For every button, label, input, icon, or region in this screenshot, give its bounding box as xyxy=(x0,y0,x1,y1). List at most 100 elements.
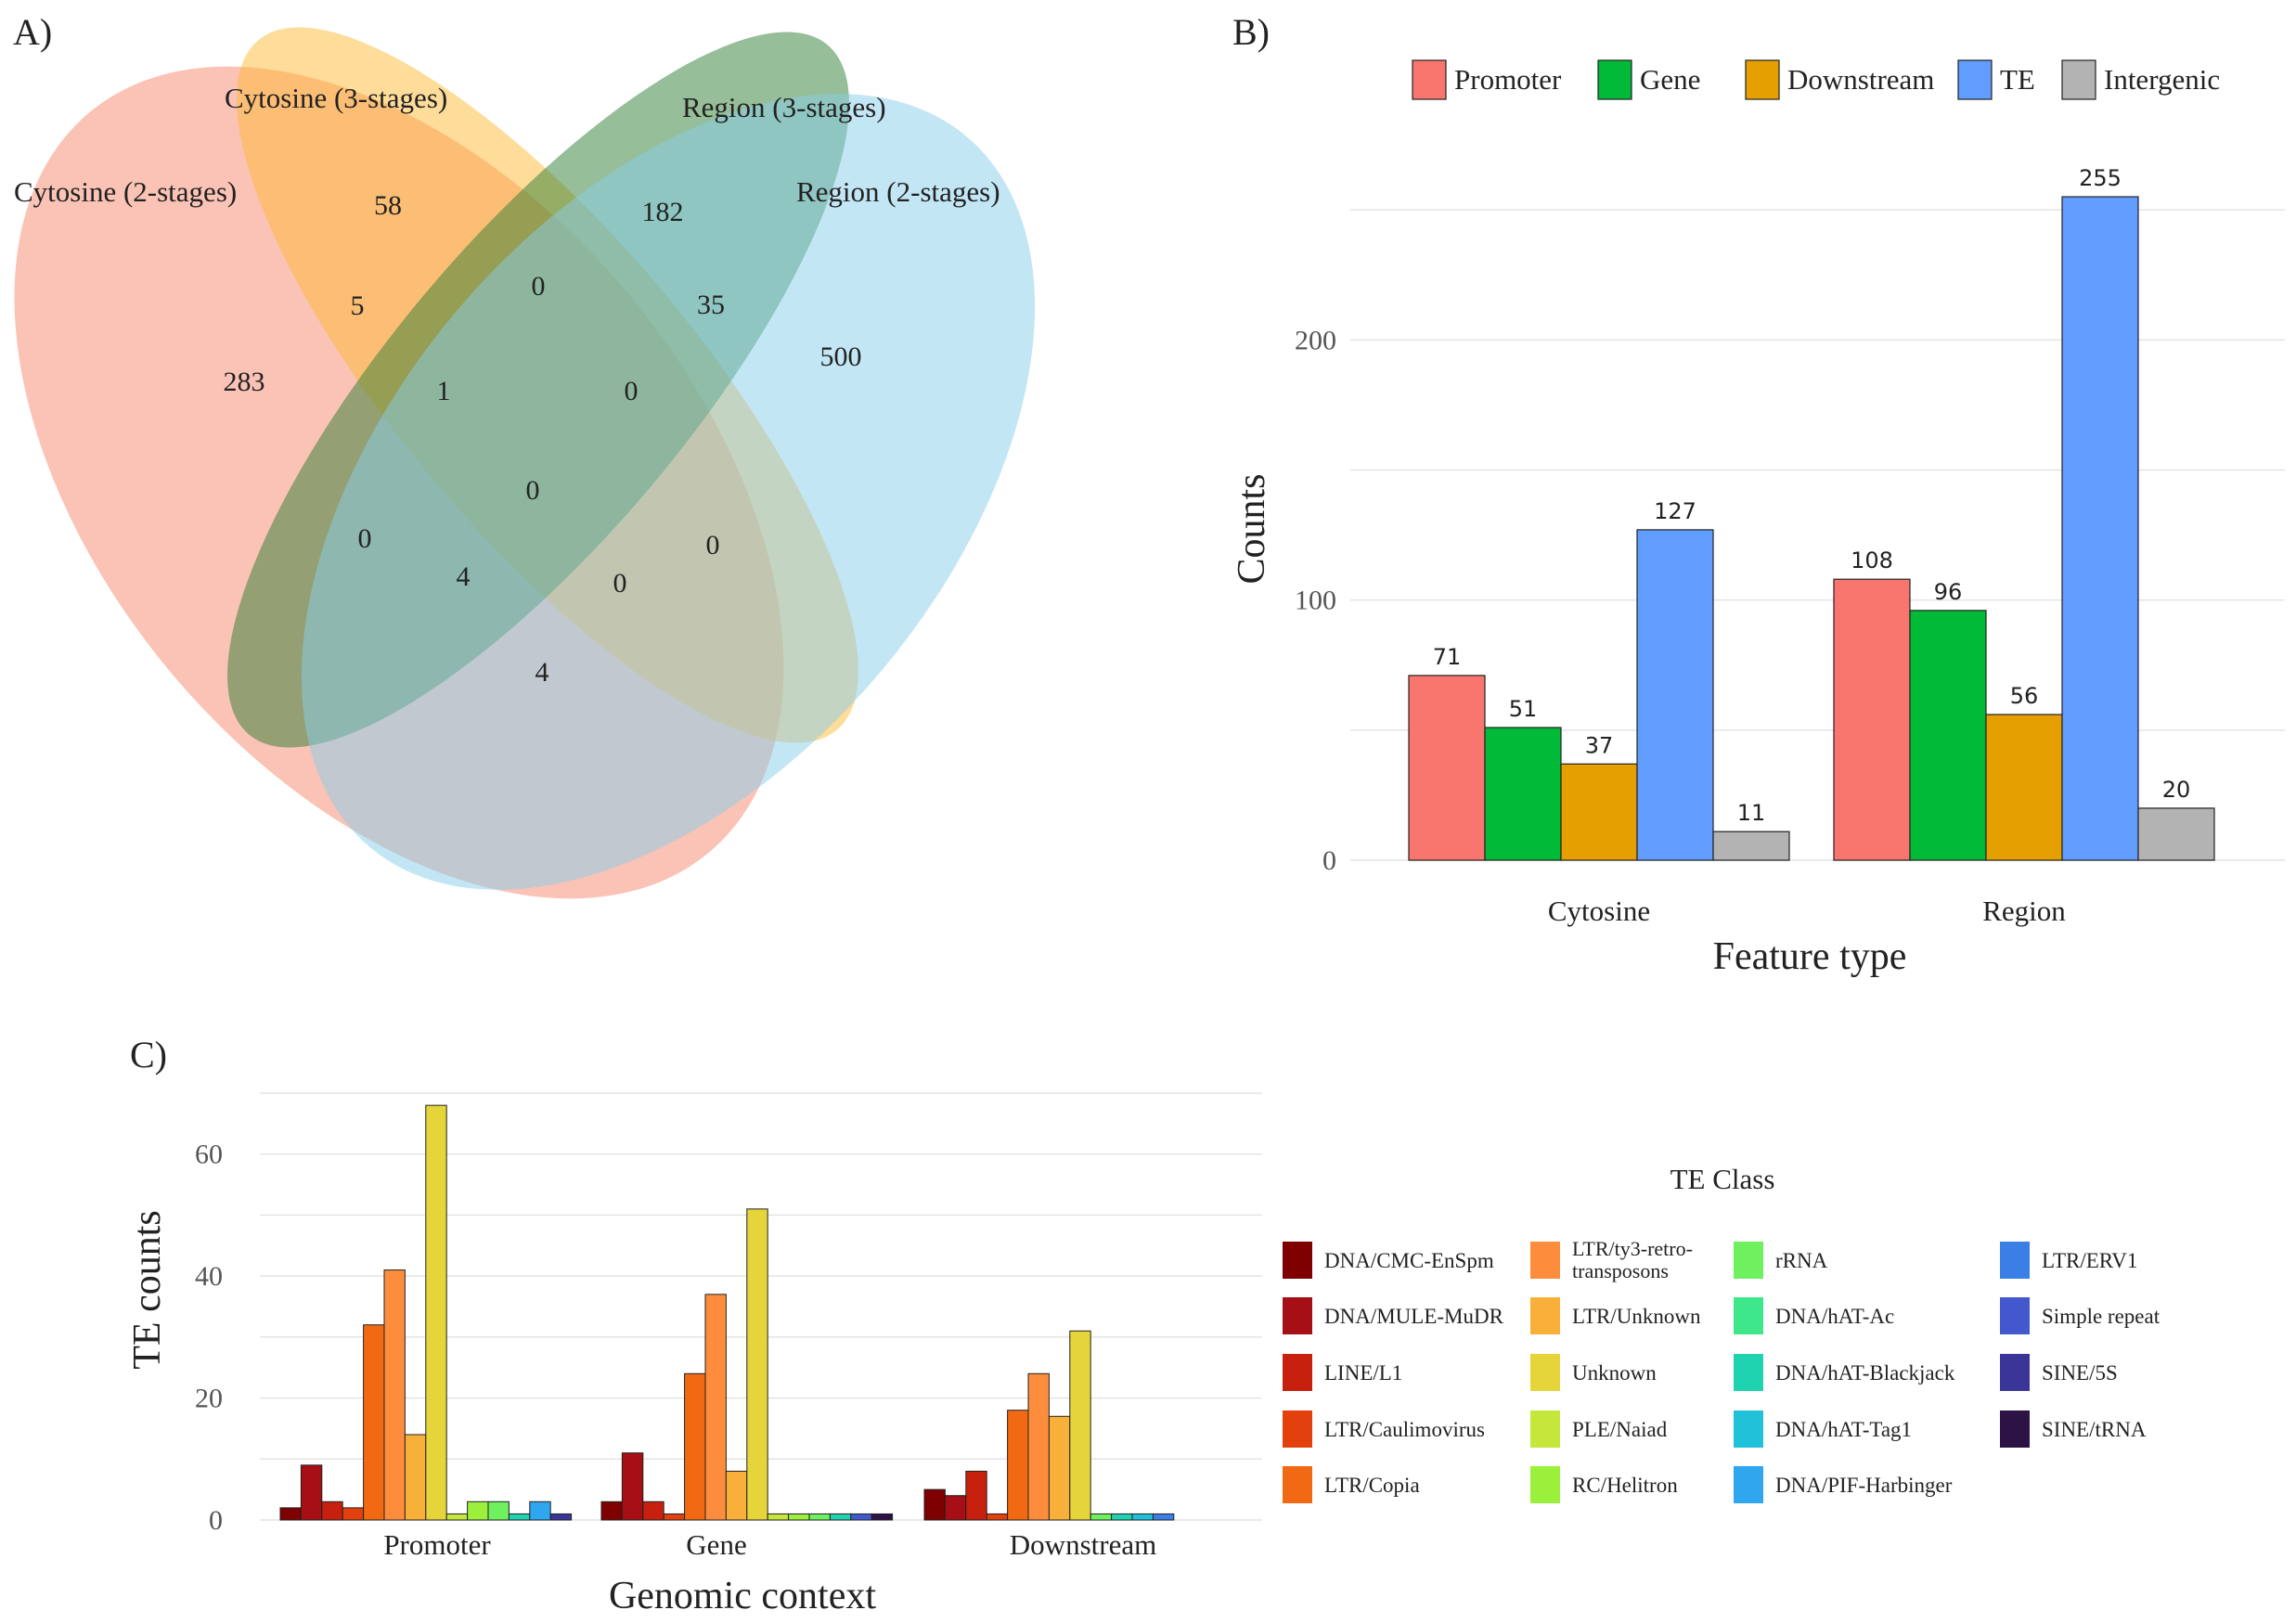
panel-c-bar-gene-ltr-ty3-retro-transposons xyxy=(704,1294,727,1521)
panel-c-bar-gene-ltr-caulimovirus xyxy=(663,1513,686,1521)
venn-set-labels: Cytosine (2-stages) Cytosine (3-stages) … xyxy=(14,82,1000,208)
venn-label-cytosine-3-stages: Cytosine (3-stages) xyxy=(225,82,447,114)
panel-b-value-label-region-gene: 96 xyxy=(1934,579,1963,605)
panel-c-legend-label-ltr-erv1: LTR/ERV1 xyxy=(2042,1249,2137,1272)
panel-b-value-label-cytosine-te: 127 xyxy=(1654,498,1696,524)
panel-c-y-tick-20: 20 xyxy=(195,1384,223,1414)
panel-c-bar-promoter-rc-helitron xyxy=(467,1501,489,1521)
panel-b-value-label-region-promoter: 108 xyxy=(1851,547,1893,573)
panel-b-bar-region-gene xyxy=(1909,610,1987,861)
panel-c-legend-swatch-line-l1 xyxy=(1283,1354,1312,1391)
panel-c-bar-downstream-dna-hat-blackjack xyxy=(1111,1513,1133,1521)
panel-b-x-axis-title: Feature type xyxy=(1713,935,1907,978)
panel-c-legend-swatch-dna-hat-blackjack xyxy=(1734,1354,1763,1391)
panel-b-legend-swatch-downstream xyxy=(1745,59,1780,100)
panel-c-legend-label-dna-hat-blackjack: DNA/hAT-Blackjack xyxy=(1775,1361,1955,1385)
panel-b-y-ticks: 0 100 200 xyxy=(1295,325,1336,876)
panel-c-legend-swatch-ltr-erv1 xyxy=(2000,1242,2030,1279)
panel-b-legend-swatch-intergenic xyxy=(2061,59,2096,100)
panel-c-bar-promoter-line-l1 xyxy=(321,1501,343,1521)
venn-count-r2-only: 500 xyxy=(820,341,862,372)
panel-b-value-label-region-te: 255 xyxy=(2079,165,2122,191)
panel-c-legend-label-ltr-unknown: LTR/Unknown xyxy=(1572,1305,1701,1328)
panel-b-x-tick-cytosine: Cytosine xyxy=(1548,895,1650,927)
panel-c-bar-promoter-dna-mule-mudr xyxy=(300,1464,323,1521)
panel-c-bar-promoter-ltr-ty3-retro-transposons xyxy=(383,1269,406,1521)
panel-b-bars xyxy=(1408,196,2215,861)
panel-c-legend-label-dna-hat-ac: DNA/hAT-Ac xyxy=(1775,1305,1894,1328)
panel-c-legend-label-ltr-caulimovirus: LTR/Caulimovirus xyxy=(1324,1418,1485,1441)
panel-b-y-tick-100: 100 xyxy=(1295,586,1336,616)
panel-c-legend-swatch-dna-hat-tag1 xyxy=(1734,1410,1763,1448)
panel-c-bar-downstream-line-l1 xyxy=(965,1470,987,1521)
panel-b-label: B) xyxy=(1232,11,1270,53)
panel-b-legend-label-downstream: Downstream xyxy=(1787,63,1934,96)
panel-c-bar-promoter-ltr-copia xyxy=(363,1324,385,1521)
panel-c-legend-swatch-ltr-ty3-retro-transposons xyxy=(1530,1242,1560,1279)
panel-c-legend-swatch-simple-repeat xyxy=(2000,1297,2030,1334)
panel-c-x-tick-downstream: Downstream xyxy=(1010,1528,1156,1561)
panel-c-legend-label-rc-helitron: RC/Helitron xyxy=(1572,1474,1678,1497)
panel-b-bar-region-intergenic xyxy=(2137,807,2215,861)
panel-c-legend-label-dna-mule-mudr: DNA/MULE-MuDR xyxy=(1324,1305,1504,1328)
panel-c-bar-promoter-dna-hat-blackjack xyxy=(508,1513,531,1521)
panel-b-bar-cytosine-te xyxy=(1636,529,1714,861)
panel-b-value-label-region-downstream: 56 xyxy=(2010,683,2039,709)
panel-b-x-tick-region: Region xyxy=(1982,895,2066,927)
panel-c-y-tick-0: 0 xyxy=(209,1505,223,1536)
panel-c-legend-swatch-rrna xyxy=(1734,1242,1763,1279)
panel-c-bar-downstream-ltr-unknown xyxy=(1048,1415,1071,1521)
panel-c-legend-swatch-dna-pif-harbinger xyxy=(1734,1466,1763,1503)
panel-c-bar-gene-rc-helitron xyxy=(788,1513,810,1521)
panel-c-x-ticks: Promoter Gene Downstream xyxy=(383,1528,1156,1561)
panel-c-legend-swatch-sine-trna xyxy=(2000,1410,2030,1448)
panel-c-bar-downstream-unknown xyxy=(1069,1330,1091,1521)
panel-b-bar-region-te xyxy=(2061,196,2139,861)
venn-set-region-2-stages xyxy=(301,94,1036,890)
panel-b-value-label-cytosine-promoter: 71 xyxy=(1433,644,1462,670)
panel-c-bar-gene-rrna xyxy=(808,1513,831,1521)
panel-c-bar-gene-dna-cmc-enspm xyxy=(600,1501,623,1521)
panel-b-legend-swatch-promoter xyxy=(1412,59,1447,100)
panel-b-bar-cytosine-gene xyxy=(1484,727,1562,861)
venn-count-c2-only: 283 xyxy=(224,367,265,397)
panel-b-legend-label-te: TE xyxy=(2000,63,2035,96)
venn-count-c2-r3-r2: 4 xyxy=(457,561,471,592)
venn-count-c3-only: 58 xyxy=(374,190,402,221)
panel-c-legend: DNA/CMC-EnSpm DNA/MULE-MuDR LINE/L1 LTR/Cau… xyxy=(1283,1237,2161,1503)
venn-label-region-2-stages: Region (2-stages) xyxy=(796,175,1000,208)
panel-c-bar-downstream-dna-mule-mudr xyxy=(944,1495,967,1521)
panel-c-legend-label-sine-trna: SINE/tRNA xyxy=(2042,1418,2147,1441)
panel-b-legend-swatch-te xyxy=(1957,59,1993,100)
panel-c-bar-gene-ltr-copia xyxy=(684,1372,706,1521)
panel-c-legend-label-dna-cmc-enspm: DNA/CMC-EnSpm xyxy=(1324,1249,1494,1272)
panel-c-bar-gene-sine-trna xyxy=(871,1513,894,1521)
panel-c-legend-label-ltr-ty3-retro-transposons: LTR/ty3-retro-transposons xyxy=(1572,1237,1693,1282)
panel-b-y-axis-title: Counts xyxy=(1231,473,1273,584)
panel-c-legend-swatch-ltr-unknown xyxy=(1530,1297,1560,1334)
panel-c-bars xyxy=(279,1104,1175,1521)
panel-c-x-tick-gene: Gene xyxy=(686,1528,746,1561)
panel-c-bar-gene-ple-naiad xyxy=(767,1513,790,1521)
panel-b-y-tick-200: 200 xyxy=(1295,325,1336,355)
panel-c-legend-label-ple-naiad: PLE/Naiad xyxy=(1572,1418,1668,1441)
panel-c-bar-gene-line-l1 xyxy=(642,1501,664,1521)
panel-c-legend-label-simple-repeat: Simple repeat xyxy=(2042,1305,2161,1328)
panel-c-legend-label-sine-5s: SINE/5S xyxy=(2042,1361,2118,1385)
panel-c-bar-downstream-ltr-ty3-retro-transposons xyxy=(1027,1372,1050,1521)
venn-count-c2-c3-r3: 1 xyxy=(437,376,451,406)
panel-c-label: C) xyxy=(130,1034,167,1076)
panel-c-x-tick-promoter: Promoter xyxy=(383,1528,491,1561)
panel-c-legend-swatch-unknown xyxy=(1530,1354,1560,1391)
panel-c-legend-label-rrna: rRNA xyxy=(1775,1249,1828,1272)
panel-b-legend-swatch-gene xyxy=(1597,59,1632,100)
panel-c-bar-promoter-ltr-unknown xyxy=(404,1434,427,1521)
panel-c-y-tick-40: 40 xyxy=(195,1261,223,1292)
panel-b-value-label-cytosine-downstream: 37 xyxy=(1585,732,1614,758)
panel-c-legend-swatch-dna-cmc-enspm xyxy=(1283,1242,1312,1279)
panel-c-bar-gene-ltr-unknown xyxy=(725,1470,748,1521)
panel-c-bar-promoter-ple-naiad xyxy=(445,1513,469,1521)
panel-c-legend-swatch-rc-helitron xyxy=(1530,1466,1560,1503)
panel-c-legend-title: TE Class xyxy=(1670,1163,1775,1195)
